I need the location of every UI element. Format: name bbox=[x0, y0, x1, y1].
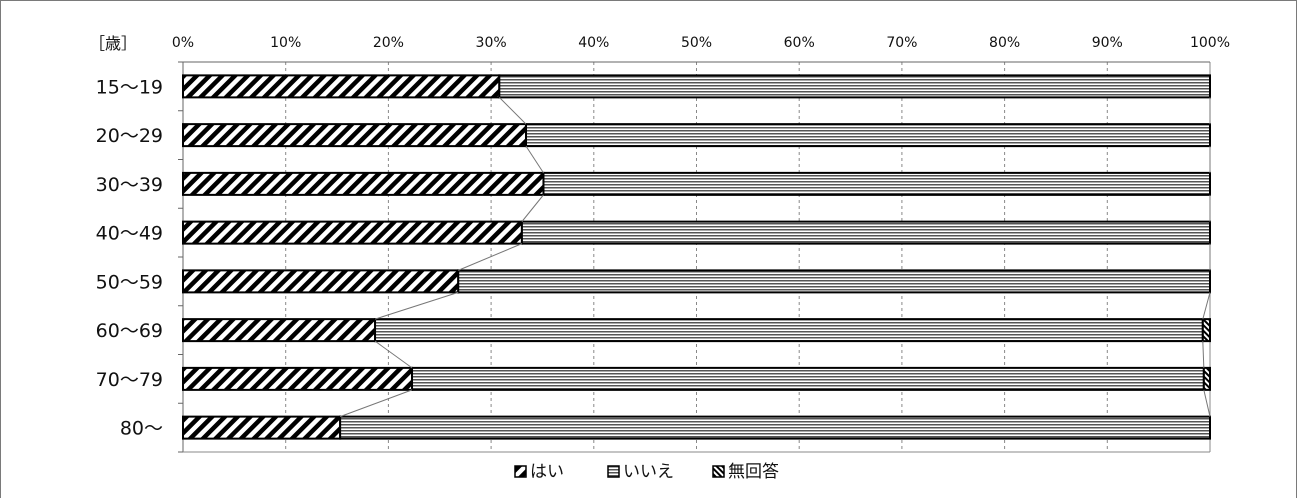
x-tick-label: 30% bbox=[476, 35, 507, 51]
bar-no bbox=[374, 318, 1204, 343]
bar-no bbox=[525, 123, 1211, 148]
x-tick-label: 70% bbox=[886, 35, 917, 51]
legend-label-no: いいえ bbox=[623, 462, 674, 482]
bars bbox=[182, 74, 1212, 440]
bar-no bbox=[457, 269, 1211, 294]
category-label: 20～29 bbox=[96, 125, 163, 147]
legend-swatch-yes bbox=[514, 465, 527, 478]
category-label: 80～ bbox=[120, 418, 163, 440]
series-lines bbox=[339, 97, 1211, 418]
series-line-yes bbox=[339, 97, 544, 418]
bar-yes bbox=[182, 74, 501, 99]
bar-yes bbox=[182, 366, 414, 391]
x-tick-label: 40% bbox=[578, 35, 609, 51]
legend-label-yes: はい bbox=[530, 462, 564, 482]
category-label: 15～19 bbox=[96, 76, 163, 98]
bar-yes bbox=[182, 318, 377, 343]
bar-yes bbox=[182, 415, 342, 440]
x-tick-label: 60% bbox=[784, 35, 815, 51]
bar-yes bbox=[182, 171, 545, 196]
x-tick-label: 0% bbox=[172, 35, 194, 51]
x-tick-label: 100% bbox=[1190, 35, 1230, 51]
bar-no bbox=[411, 366, 1205, 391]
bar-no bbox=[520, 220, 1211, 245]
bar-no-answer bbox=[1202, 366, 1212, 391]
x-tick-label: 50% bbox=[681, 35, 712, 51]
legend: はい いいえ 無回答 bbox=[514, 462, 779, 482]
x-tick-labels: 0% 10% 20% 30% 40% 50% 60% 70% 80% 90% 100% bbox=[172, 35, 1230, 51]
x-tick-label: 90% bbox=[1092, 35, 1123, 51]
x-tick-label: 10% bbox=[270, 35, 301, 51]
category-label: 50～59 bbox=[96, 271, 163, 293]
x-tick-label: 80% bbox=[989, 35, 1020, 51]
series-line-no bbox=[1202, 97, 1211, 417]
bar-no bbox=[498, 74, 1212, 99]
bar-no bbox=[339, 415, 1212, 440]
bar-yes bbox=[182, 220, 523, 245]
legend-swatch-no bbox=[607, 465, 620, 478]
x-tick-label: 20% bbox=[373, 35, 404, 51]
bar-no-answer bbox=[1201, 318, 1212, 343]
category-label: 60～69 bbox=[96, 320, 163, 342]
bar-yes bbox=[182, 269, 460, 294]
unit-label: ［歳］ bbox=[89, 34, 137, 53]
grid-lines bbox=[178, 61, 1211, 453]
category-label: 40～49 bbox=[96, 223, 163, 245]
legend-label-no-answer: 無回答 bbox=[728, 462, 779, 482]
category-labels: 15～19 20～29 30～39 40～49 50～59 60～69 70～79 80～ bbox=[96, 76, 163, 439]
category-label: 30～39 bbox=[96, 174, 163, 196]
legend-swatch-no-answer bbox=[712, 465, 725, 478]
category-label: 70～79 bbox=[96, 369, 163, 391]
bar-yes bbox=[182, 123, 528, 148]
bar-no bbox=[542, 171, 1211, 196]
